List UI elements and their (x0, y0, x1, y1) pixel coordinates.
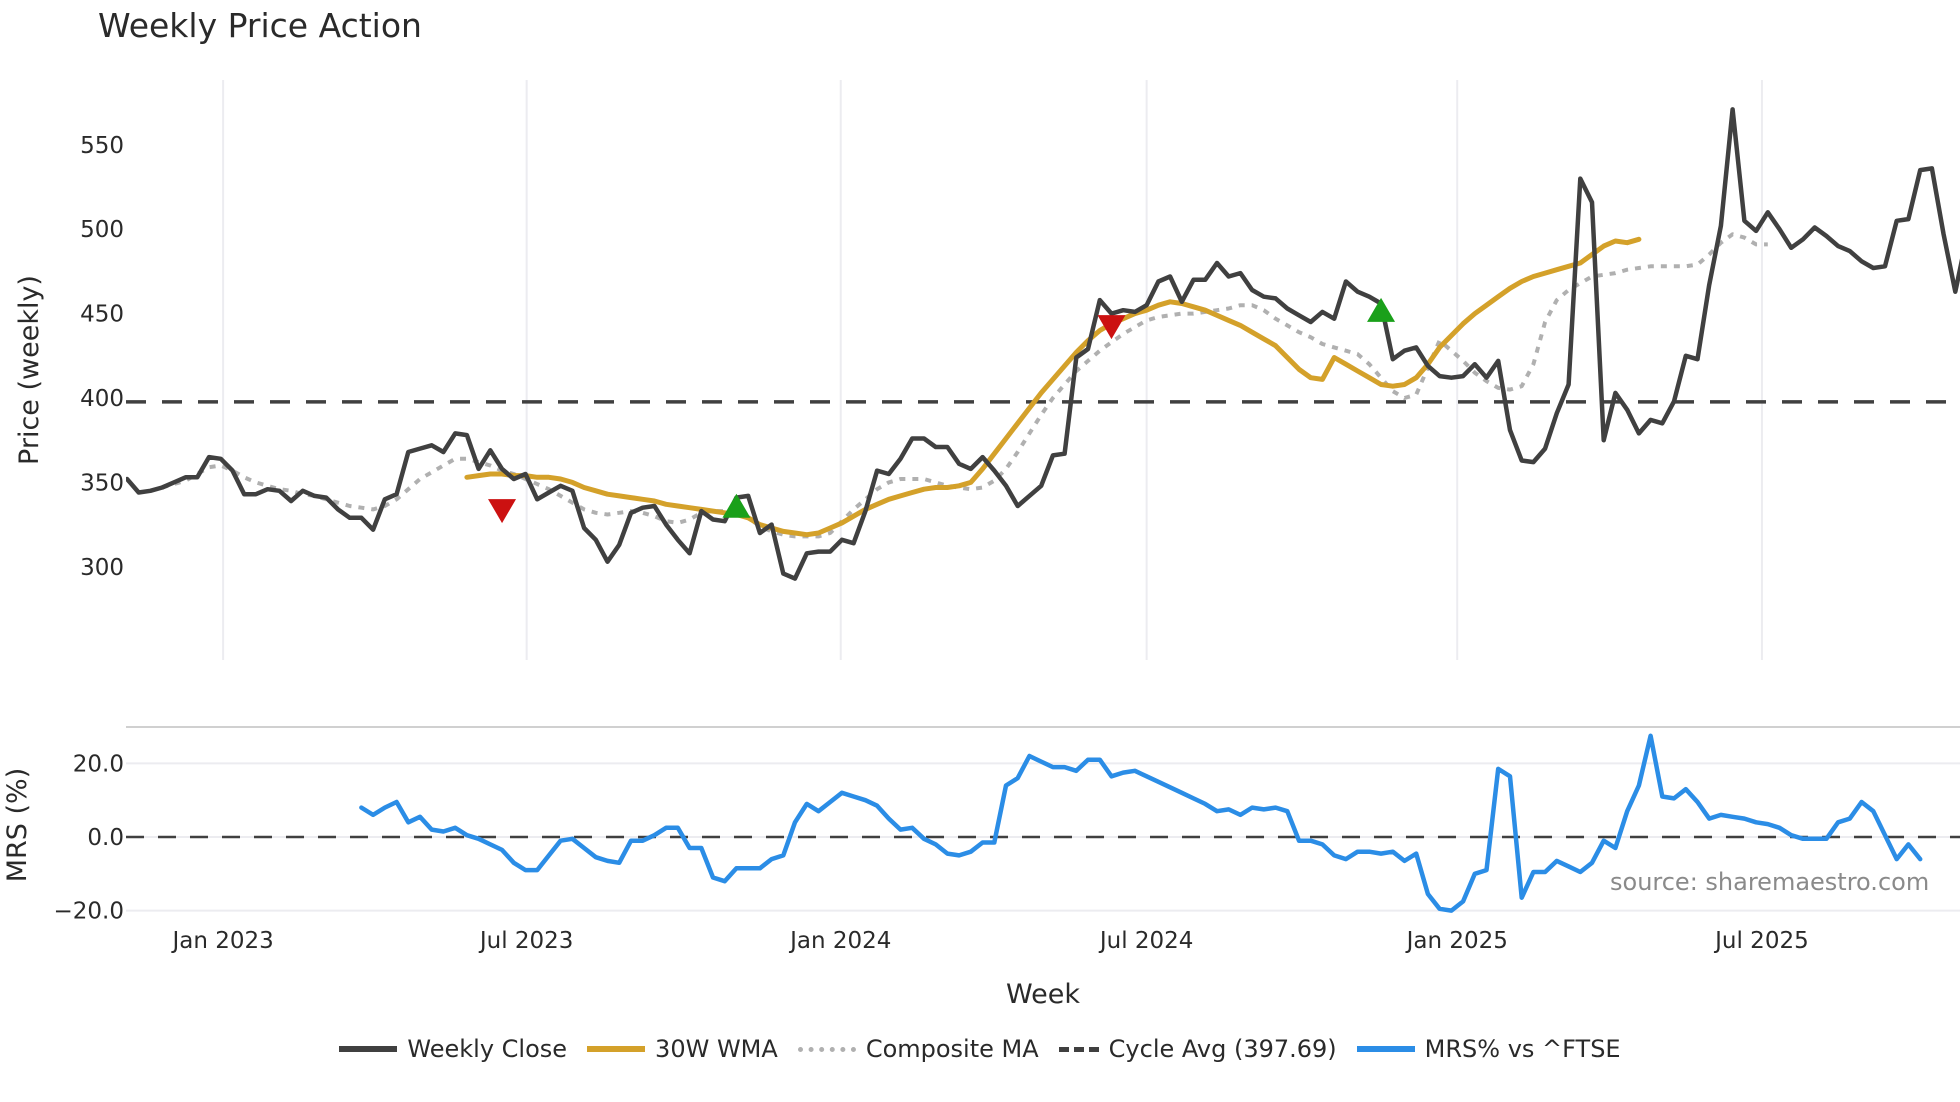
legend-label: Cycle Avg (397.69) (1108, 1035, 1337, 1063)
legend-swatch-icon (1058, 1046, 1099, 1052)
mrs-tick-label: 20.0 (73, 751, 124, 777)
x-tick-label: Jul 2025 (1713, 928, 1809, 954)
legend-label: Weekly Close (407, 1035, 568, 1063)
y-tick-label: 450 (80, 302, 124, 328)
weekly-close-line (126, 107, 1960, 581)
x-tick-label: Jul 2023 (478, 928, 574, 954)
sell-signal-triangle-icon (1097, 315, 1126, 340)
legend-swatch-icon (797, 1046, 856, 1052)
legend-item[interactable]: Weekly Close (339, 1035, 567, 1063)
mrs-tick-label: 0.0 (87, 825, 124, 851)
legend-item[interactable]: 30W WMA (587, 1035, 778, 1063)
x-tick-label: Jan 2023 (170, 928, 273, 954)
y-tick-label: 300 (80, 555, 124, 581)
mrs-tick-label: −20.0 (54, 899, 124, 925)
legend-label: MRS% vs ^FTSE (1424, 1035, 1621, 1063)
y-tick-label: 500 (80, 217, 124, 243)
legend: Weekly Close 30W WMA Composite MA Cycle Avg… (0, 1035, 1960, 1063)
buy-signal-triangle-icon (722, 493, 751, 518)
legend-swatch-icon (1356, 1046, 1415, 1052)
legend-swatch-icon (587, 1046, 646, 1052)
legend-item[interactable]: Composite MA (797, 1035, 1039, 1063)
x-tick-label: Jul 2024 (1098, 928, 1194, 954)
x-tick-label: Jan 2025 (1405, 928, 1508, 954)
x-tick-label: Jan 2024 (788, 928, 891, 954)
chart-title: Weekly Price Action (98, 6, 422, 45)
price-y-axis-label: Price (weekly) (14, 275, 45, 465)
plot-area (126, 107, 1960, 913)
chart-canvas: Jan 2023 Jul 2023 Jan 2024 Jul 2024 Jan 2025… (2, 80, 1960, 1010)
sell-signal-triangle-icon (488, 499, 517, 524)
legend-item[interactable]: MRS% vs ^FTSE (1356, 1035, 1621, 1063)
x-axis-label: Week (1006, 979, 1080, 1010)
legend-item[interactable]: Cycle Avg (397.69) (1058, 1035, 1337, 1063)
legend-label: 30W WMA (655, 1035, 778, 1063)
wma30-line (464, 236, 1642, 538)
mrs-line (359, 733, 1923, 913)
y-tick-label: 350 (80, 470, 124, 496)
y-tick-label: 400 (80, 386, 124, 412)
buy-signal-triangle-icon (1367, 297, 1396, 322)
legend-swatch-icon (339, 1046, 398, 1052)
mrs-y-axis-label: MRS (%) (2, 768, 33, 883)
composite-ma-line (161, 232, 1768, 539)
source-note: source: sharemaestro.com (1610, 868, 1929, 896)
y-tick-label: 550 (80, 133, 124, 159)
legend-label: Composite MA (865, 1035, 1039, 1063)
